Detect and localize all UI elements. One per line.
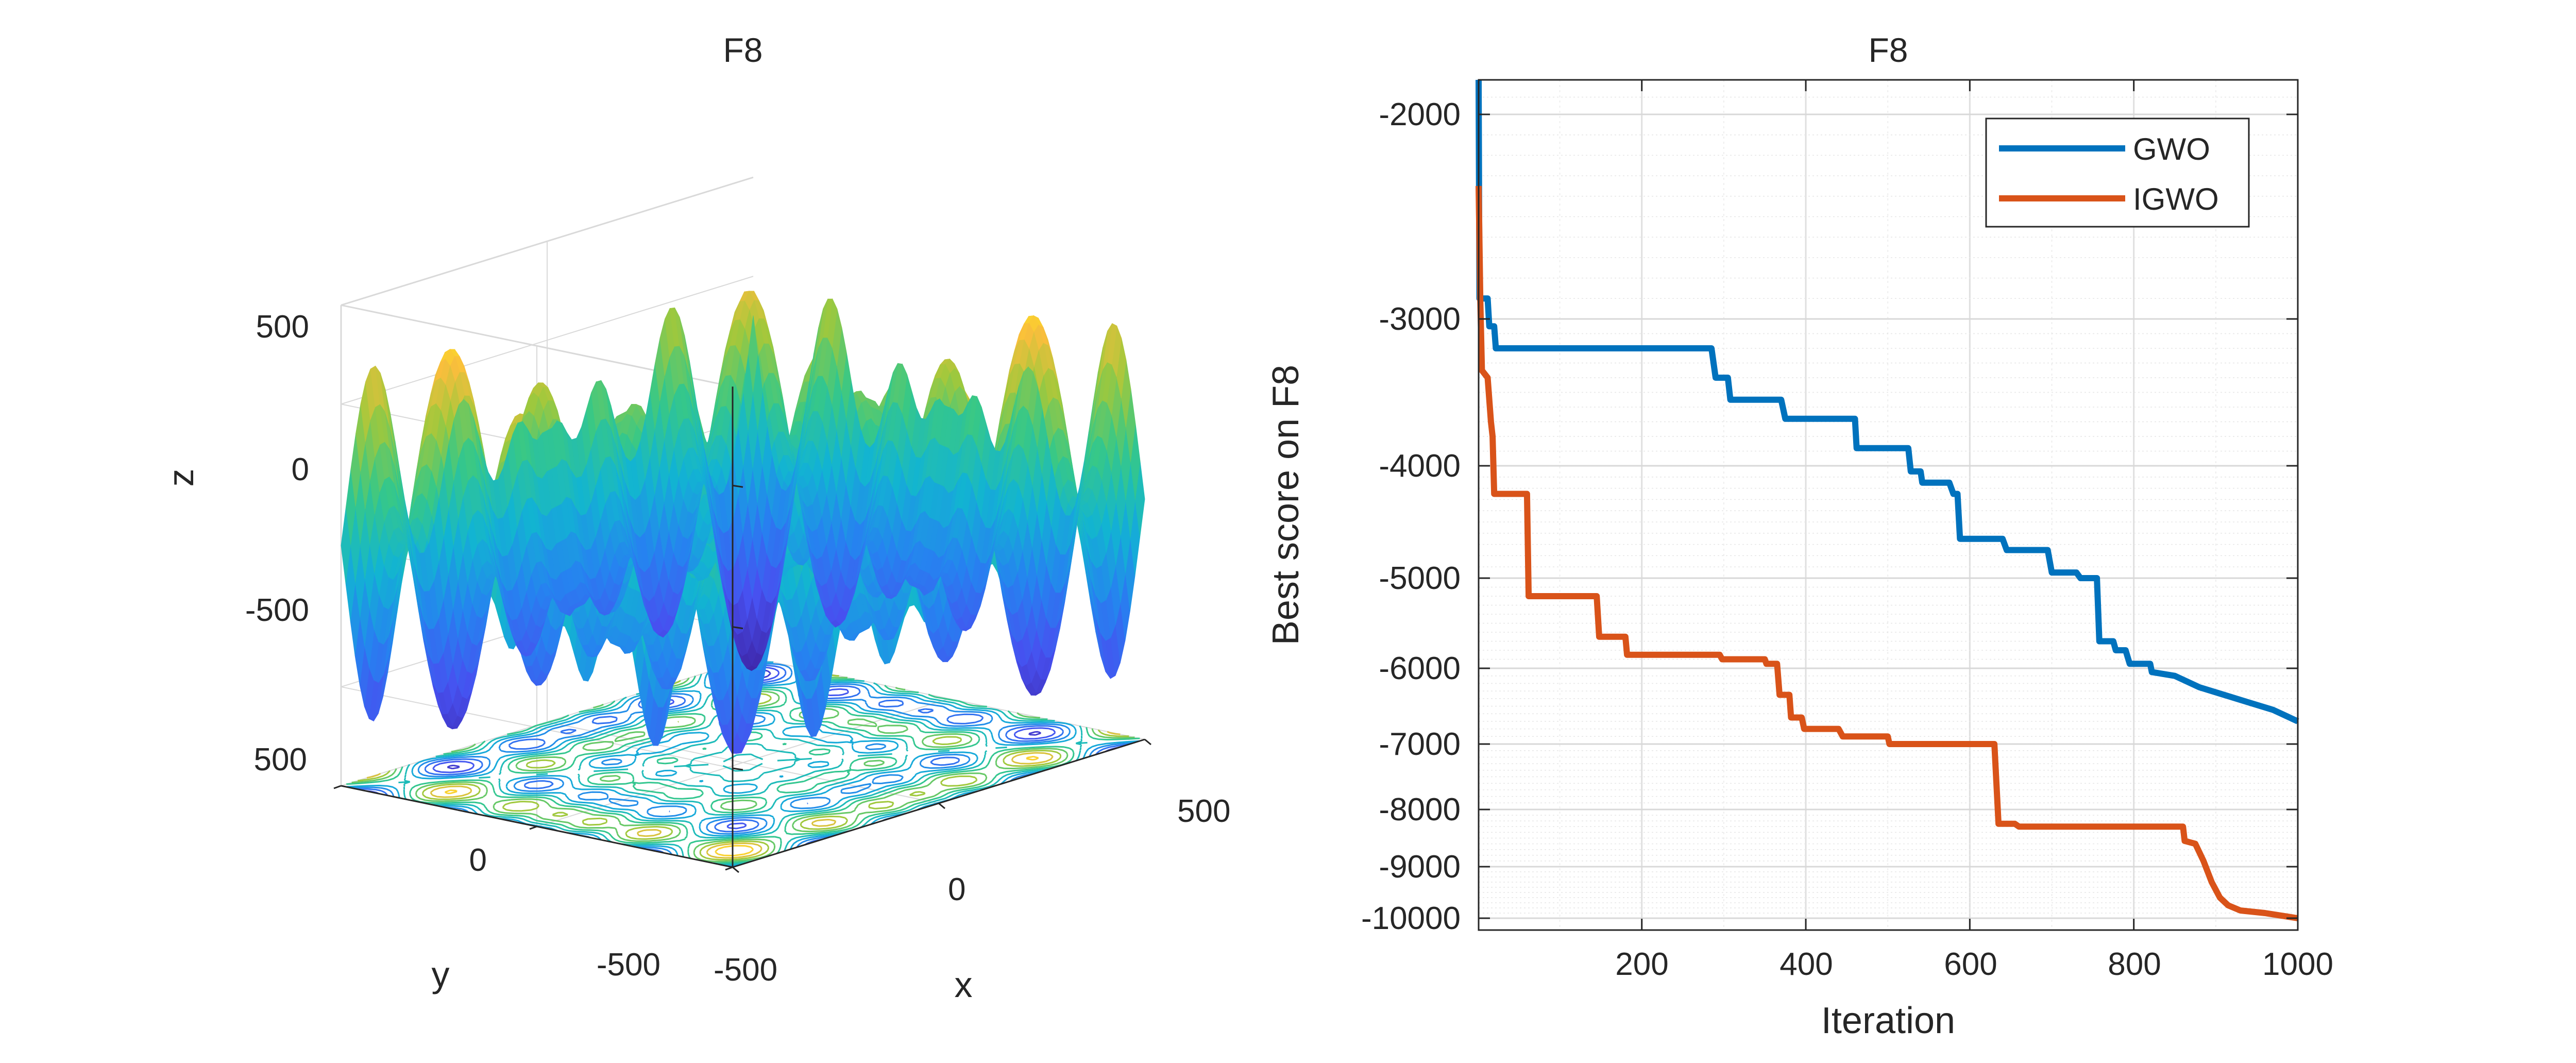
contour-line <box>445 755 1039 856</box>
contour-projection <box>346 657 1140 868</box>
contour-line <box>366 696 1121 859</box>
contour-line <box>398 660 1088 866</box>
surface-mesh <box>341 291 1145 754</box>
floor-grid-y <box>536 698 950 827</box>
contour-line <box>346 659 1140 864</box>
surface-title: F8 <box>723 31 762 69</box>
contour-line <box>358 671 1129 860</box>
surface-plot-panel: F8 500 0 -500 z 500 0 -500 y -500 0 500 … <box>161 31 1230 1005</box>
